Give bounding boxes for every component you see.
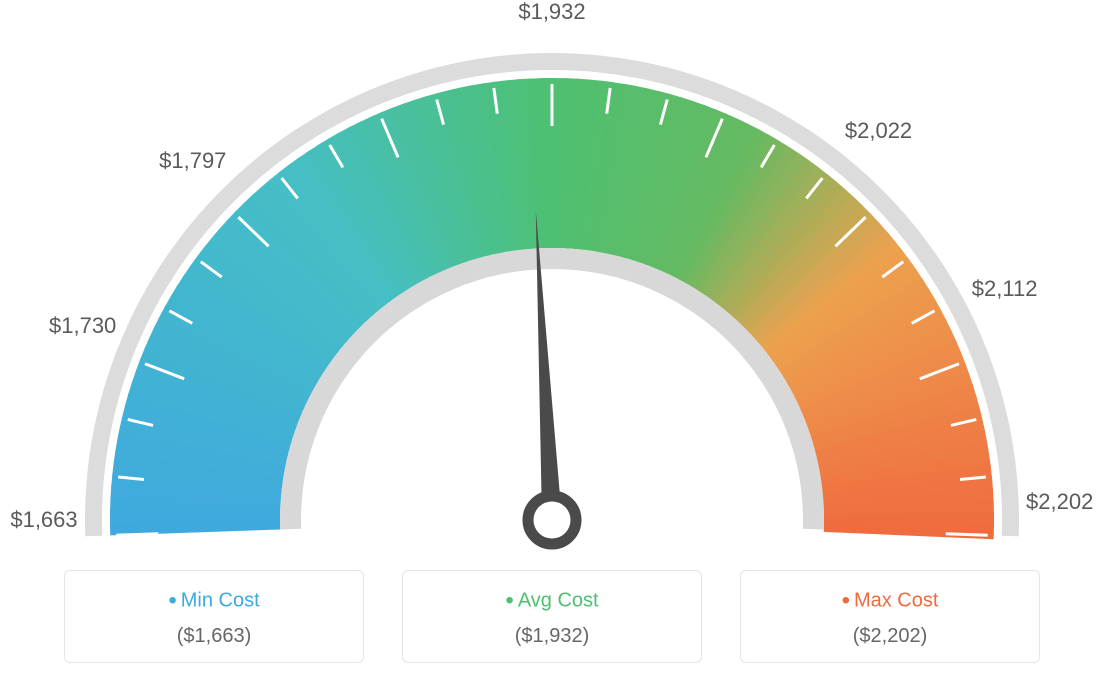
legend-title-text: Max Cost [854, 589, 938, 611]
legend-title: •Min Cost [85, 587, 343, 615]
gauge-chart: $1,663 $1,730 $1,797 $1,932 $2,022 $2,112 $2,2… [0, 0, 1104, 560]
legend-row: •Min Cost($1,663)•Avg Cost($1,932)•Max C… [0, 570, 1104, 663]
gauge-label: $2,022 [845, 118, 912, 144]
legend-title: •Max Cost [761, 587, 1019, 615]
gauge-label: $1,730 [49, 313, 116, 339]
legend-dot-icon: • [842, 587, 850, 614]
legend-card: •Max Cost ($2,202) [740, 570, 1040, 663]
gauge-arc-slice [824, 522, 994, 539]
legend-title-text: Avg Cost [518, 589, 599, 611]
legend-dot-icon: • [505, 587, 513, 614]
gauge-needle-hub [528, 496, 576, 544]
legend-value: ($2,202) [761, 625, 1019, 648]
legend-title: •Avg Cost [423, 587, 681, 615]
gauge-tick [116, 534, 158, 535]
gauge-svg [0, 0, 1104, 560]
gauge-label: $2,202 [1026, 489, 1093, 515]
gauge-label: $2,112 [972, 276, 1038, 302]
legend-title-text: Min Cost [181, 589, 260, 611]
gauge-label: $1,932 [518, 0, 585, 25]
gauge-label: $1,797 [159, 148, 226, 174]
legend-value: ($1,932) [423, 625, 681, 648]
gauge-label: $1,663 [10, 507, 77, 533]
legend-card: •Min Cost ($1,663) [64, 570, 364, 663]
legend-value: ($1,663) [85, 625, 343, 648]
gauge-tick [946, 534, 988, 535]
legend-dot-icon: • [168, 587, 176, 614]
legend-card: •Avg Cost ($1,932) [402, 570, 702, 663]
